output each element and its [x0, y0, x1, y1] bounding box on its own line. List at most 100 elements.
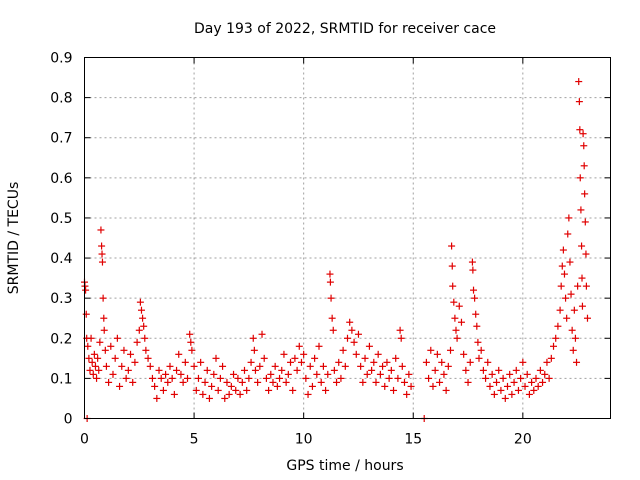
- grid-layer: [84, 57, 611, 419]
- data-point: [243, 386, 251, 394]
- data-point: [354, 330, 362, 338]
- data-point: [474, 338, 482, 346]
- data-point: [162, 370, 170, 378]
- data-point: [282, 378, 290, 386]
- data-point: [425, 374, 433, 382]
- data-point: [256, 362, 264, 370]
- data-point: [82, 286, 90, 294]
- data-point: [308, 382, 316, 390]
- data-point: [157, 374, 165, 382]
- data-point: [571, 334, 579, 342]
- data-point: [223, 378, 231, 386]
- data-point: [98, 250, 106, 258]
- data-point: [344, 334, 351, 342]
- data-point: [122, 374, 130, 382]
- data-point: [455, 302, 463, 310]
- data-point: [230, 370, 238, 378]
- ticks-layer: 0 0.1 0.2 0.3 0.4 0.5 0.6 0.7 0.8 0.9 0 5 10 15 20: [50, 51, 611, 448]
- data-point: [225, 390, 233, 398]
- data-point: [187, 338, 195, 346]
- data-point: [262, 374, 270, 382]
- data-point: [398, 362, 406, 370]
- y-tick-label: 0.6: [50, 171, 72, 187]
- data-point: [433, 350, 441, 358]
- data-point: [576, 126, 584, 134]
- data-point: [295, 342, 303, 350]
- data-point: [214, 386, 222, 394]
- data-point: [306, 362, 314, 370]
- data-point: [438, 358, 446, 366]
- data-point: [258, 330, 266, 338]
- data-point: [550, 342, 558, 350]
- data-point: [247, 358, 255, 366]
- data-point: [464, 378, 472, 386]
- data-point: [93, 374, 101, 382]
- data-point: [293, 366, 301, 374]
- data-point: [82, 310, 90, 318]
- data-point: [337, 374, 345, 382]
- y-tick-label: 0.8: [50, 91, 72, 107]
- data-point: [90, 350, 98, 358]
- data-point: [133, 338, 141, 346]
- data-point: [581, 190, 589, 198]
- data-point: [576, 174, 584, 182]
- data-point: [87, 334, 95, 342]
- data-point: [97, 226, 105, 234]
- data-point: [151, 382, 159, 390]
- data-point: [448, 242, 456, 250]
- data-point: [127, 350, 135, 358]
- data-point: [102, 362, 110, 370]
- data-point: [563, 314, 571, 322]
- data-point: [291, 354, 299, 362]
- data-point: [319, 362, 327, 370]
- data-point: [339, 346, 347, 354]
- data-point: [118, 362, 126, 370]
- data-point: [269, 378, 277, 386]
- data-point: [574, 282, 582, 290]
- data-point: [565, 214, 573, 222]
- x-tick-label: 15: [404, 432, 422, 448]
- data-point: [148, 374, 156, 382]
- data-point: [240, 366, 248, 374]
- data-point: [254, 378, 262, 386]
- data-point: [536, 366, 544, 374]
- data-point: [203, 366, 211, 374]
- data-point: [155, 366, 163, 374]
- data-point: [462, 366, 470, 374]
- data-point: [98, 258, 106, 266]
- data-point: [142, 346, 150, 354]
- data-point: [219, 362, 227, 370]
- data-point: [113, 334, 121, 342]
- data-point: [249, 334, 257, 342]
- data-point: [447, 346, 455, 354]
- data-point: [530, 386, 538, 394]
- data-point: [278, 366, 286, 374]
- data-point: [452, 326, 460, 334]
- data-point: [267, 370, 275, 378]
- data-point: [194, 374, 202, 382]
- data-point: [236, 390, 244, 398]
- data-point: [192, 386, 200, 394]
- data-point: [379, 362, 387, 370]
- y-axis-label: SRMTID / TECUs: [6, 182, 22, 295]
- data-point: [168, 374, 176, 382]
- data-point: [330, 366, 338, 374]
- data-point: [234, 374, 242, 382]
- data-point: [315, 342, 323, 350]
- data-point: [188, 346, 196, 354]
- data-point: [468, 258, 476, 266]
- data-point: [470, 286, 478, 294]
- data-point: [560, 270, 568, 278]
- x-axis-label: GPS time / hours: [286, 458, 403, 474]
- data-point: [493, 378, 501, 386]
- data-point: [324, 370, 332, 378]
- data-point: [284, 370, 292, 378]
- data-point: [153, 394, 161, 402]
- data-point: [304, 390, 312, 398]
- data-point: [449, 282, 457, 290]
- data-point: [473, 322, 481, 330]
- y-tick-label: 0: [64, 412, 73, 428]
- data-point: [578, 302, 586, 310]
- data-point: [506, 370, 514, 378]
- data-point: [260, 354, 268, 362]
